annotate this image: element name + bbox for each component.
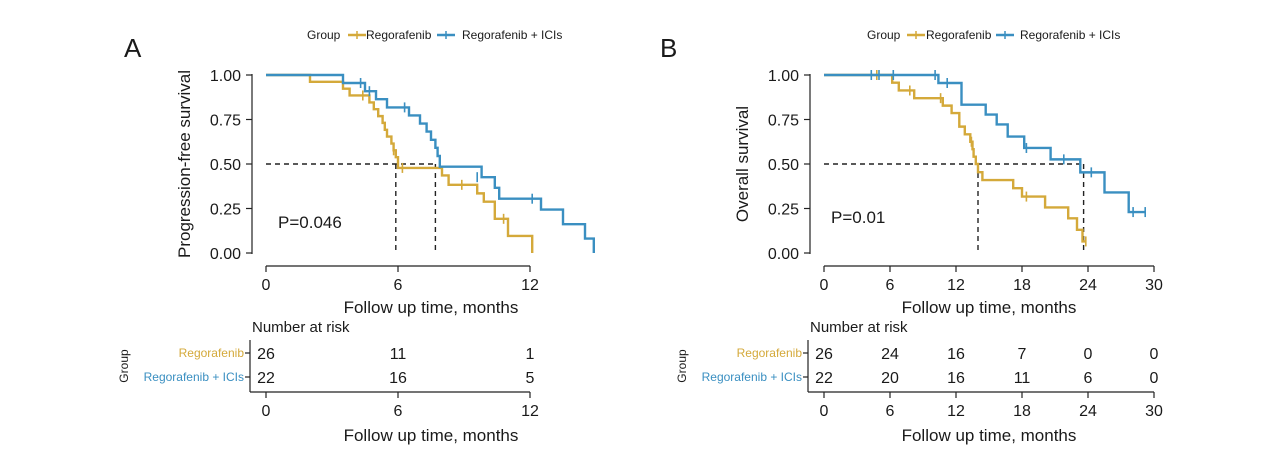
y-tick-label: 0.00: [768, 246, 799, 263]
risk-table-count: 16: [947, 370, 965, 387]
survival-curve-series-2: [266, 73, 595, 253]
y-tick-label: 0.75: [768, 113, 799, 130]
risk-table-x-tick-label: 30: [1145, 403, 1163, 420]
risk-table-x-tick-label: 12: [947, 403, 965, 420]
risk-table-group-label: Group: [117, 349, 131, 383]
risk-table-count: 0: [1150, 370, 1159, 387]
risk-table-count: 24: [881, 346, 899, 363]
y-axis-label: Progression-free survival: [175, 70, 194, 258]
y-tick-label: 0.25: [210, 202, 241, 219]
risk-table-count: 11: [1014, 370, 1031, 387]
panel-label: B: [660, 33, 677, 63]
p-value-annotation: P=0.01: [831, 208, 885, 227]
risk-table-count: 6: [1084, 370, 1093, 387]
risk-table-x-tick-label: 0: [262, 403, 271, 420]
x-tick-label: 30: [1145, 277, 1163, 294]
y-tick-label: 0.75: [210, 113, 241, 130]
x-axis-label: Follow up time, months: [344, 298, 519, 317]
x-tick-label: 18: [1013, 277, 1031, 294]
panel-label: A: [124, 33, 142, 63]
legend-title: Group: [307, 28, 341, 42]
risk-table-count: 11: [390, 346, 407, 363]
risk-table-count: 0: [1150, 346, 1159, 363]
x-tick-label: 0: [820, 277, 829, 294]
x-tick-label: 12: [947, 277, 965, 294]
risk-table-count: 0: [1084, 346, 1093, 363]
risk-table-count: 5: [526, 370, 535, 387]
x-tick-label: 0: [262, 277, 271, 294]
risk-table-x-tick-label: 6: [886, 403, 895, 420]
y-tick-label: 1.00: [768, 68, 799, 85]
y-tick-label: 0.50: [768, 157, 799, 174]
risk-table-title: Number at risk: [252, 319, 350, 336]
panel-a: A Group Regorafenib Regorafenib + ICIs 0.00 0…: [117, 28, 595, 445]
risk-table-x-tick-label: 12: [521, 403, 539, 420]
risk-table-row-label: Regorafenib + ICIs: [702, 370, 802, 384]
risk-table-x-tick-label: 18: [1013, 403, 1031, 420]
risk-table-count: 26: [815, 346, 833, 363]
risk-table-count: 16: [947, 346, 965, 363]
risk-table-count: 22: [815, 370, 833, 387]
risk-table-count: 26: [257, 346, 275, 363]
survival-curve-series-2: [824, 73, 1146, 214]
risk-table-x-axis-label: Follow up time, months: [344, 426, 519, 445]
risk-table-x-axis-label: Follow up time, months: [902, 426, 1077, 445]
risk-table-x-tick-label: 6: [394, 403, 403, 420]
risk-table-row-label: Regorafenib + ICIs: [144, 370, 244, 384]
y-tick-label: 0.00: [210, 246, 241, 263]
risk-table-x-tick-label: 24: [1079, 403, 1097, 420]
x-axis-label: Follow up time, months: [902, 298, 1077, 317]
risk-table-count: 22: [257, 370, 275, 387]
survival-curve-series-1: [824, 73, 1086, 243]
risk-table-count: 20: [881, 370, 899, 387]
x-tick-label: 6: [886, 277, 895, 294]
legend-entry-1: Regorafenib: [366, 28, 432, 42]
risk-table-group-label: Group: [675, 349, 689, 383]
x-tick-label: 6: [394, 277, 403, 294]
risk-table-row-label: Regorafenib: [737, 346, 803, 360]
risk-table-row-label: Regorafenib: [179, 346, 245, 360]
legend-entry-2: Regorafenib + ICIs: [1020, 28, 1120, 42]
risk-table-title: Number at risk: [810, 319, 908, 336]
y-tick-label: 1.00: [210, 68, 241, 85]
y-tick-label: 0.50: [210, 157, 241, 174]
x-tick-label: 12: [521, 277, 539, 294]
p-value-annotation: P=0.046: [278, 213, 342, 232]
y-axis-label: Overall survival: [733, 106, 752, 222]
risk-table-count: 7: [1018, 346, 1027, 363]
risk-table-count: 1: [526, 346, 535, 363]
risk-table-count: 16: [389, 370, 407, 387]
panel-b: B Group Regorafenib Regorafenib + ICIs 0.00 0…: [660, 28, 1163, 445]
risk-table-x-tick-label: 0: [820, 403, 829, 420]
x-tick-label: 24: [1079, 277, 1097, 294]
legend-entry-1: Regorafenib: [926, 28, 992, 42]
legend-entry-2: Regorafenib + ICIs: [462, 28, 562, 42]
y-tick-label: 0.25: [768, 202, 799, 219]
legend-title: Group: [867, 28, 901, 42]
